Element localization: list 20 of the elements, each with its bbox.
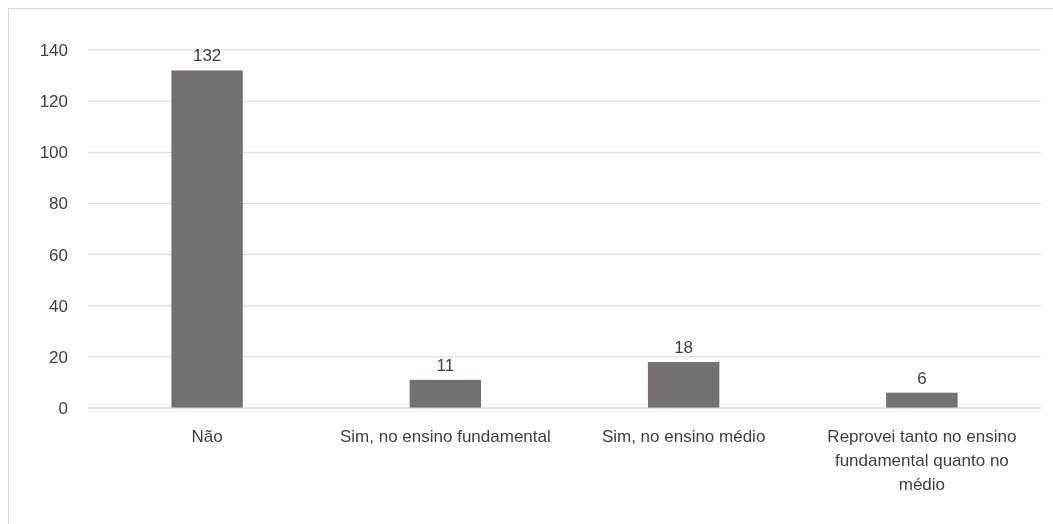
data-label: 18 bbox=[674, 337, 694, 357]
y-tick-label: 80 bbox=[49, 194, 68, 214]
x-tick-label: Sim, no ensino médio bbox=[601, 427, 766, 446]
x-tick-label: Não bbox=[191, 427, 223, 446]
bar bbox=[409, 379, 482, 408]
data-label: 132 bbox=[192, 46, 222, 66]
y-tick-label: 100 bbox=[39, 143, 68, 163]
y-tick-label: 120 bbox=[39, 92, 68, 112]
bar bbox=[647, 361, 720, 408]
y-tick-label: 20 bbox=[49, 347, 68, 367]
y-tick-label: 40 bbox=[49, 296, 68, 316]
data-label: 11 bbox=[436, 355, 455, 375]
x-tick-label: Reprovei tanto no ensino fundamental quanto no médio bbox=[827, 427, 1017, 494]
y-tick-label: 0 bbox=[58, 398, 68, 418]
x-tick-label: Sim, no ensino fundamental bbox=[340, 427, 551, 446]
bar bbox=[886, 392, 958, 408]
data-label: 6 bbox=[917, 368, 927, 388]
y-tick-label: 140 bbox=[39, 40, 68, 60]
y-tick-label: 60 bbox=[49, 245, 68, 265]
bar bbox=[171, 70, 243, 408]
